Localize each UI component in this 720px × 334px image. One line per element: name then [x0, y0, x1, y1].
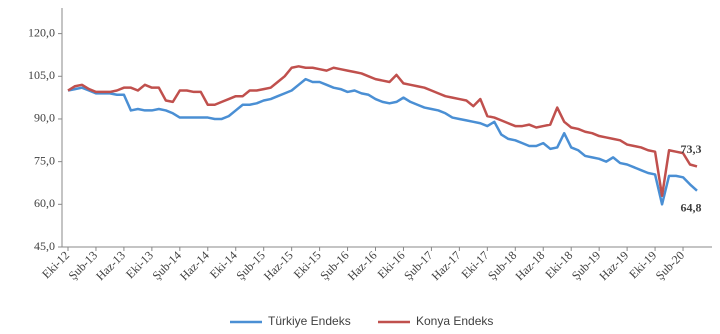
x-tick-label: Eki-16	[375, 248, 408, 281]
series-line	[67, 65, 698, 198]
y-tick-label: 75,0	[34, 153, 55, 167]
x-tick-label: Haz-17	[429, 248, 464, 283]
x-tick-label: Eki-13	[123, 248, 156, 281]
x-tick-label: Şub-17	[401, 248, 435, 282]
x-tick-label: Şub-16	[317, 248, 351, 282]
x-tick-label: Şub-18	[485, 248, 519, 282]
x-tick-label: Eki-12	[39, 248, 72, 281]
y-tick-label: 105,0	[28, 68, 55, 82]
x-tick-label: Haz-15	[261, 248, 296, 283]
x-tick-label: Haz-14	[177, 248, 212, 283]
series-line	[67, 77, 698, 206]
x-tick-label: Şub-15	[233, 248, 267, 282]
x-tick-label: Şub-14	[150, 248, 184, 282]
legend-label: Konya Endeks	[416, 314, 493, 328]
legend-label: Türkiye Endeks	[268, 314, 351, 328]
y-tick-label: 120,0	[28, 25, 55, 39]
x-tick-label: Şub-13	[66, 248, 100, 282]
x-tick-label: Eki-19	[626, 248, 659, 281]
y-tick-label: 45,0	[34, 239, 55, 253]
y-tick-label: 60,0	[34, 196, 55, 210]
x-tick-label: Haz-13	[93, 248, 128, 283]
data-label: 64,8	[681, 200, 702, 214]
x-tick-label: Eki-18	[542, 248, 575, 281]
data-label: 73,3	[681, 142, 702, 156]
x-tick-label: Eki-17	[458, 248, 491, 281]
x-tick-label: Haz-18	[512, 248, 547, 283]
x-tick-label: Eki-14	[207, 248, 240, 281]
x-tick-label: Şub-20	[653, 248, 687, 282]
x-tick-label: Şub-19	[569, 248, 603, 282]
x-tick-label: Haz-16	[345, 248, 380, 283]
y-tick-label: 90,0	[34, 111, 55, 125]
x-tick-label: Eki-15	[291, 248, 324, 281]
x-tick-label: Haz-19	[596, 248, 631, 283]
